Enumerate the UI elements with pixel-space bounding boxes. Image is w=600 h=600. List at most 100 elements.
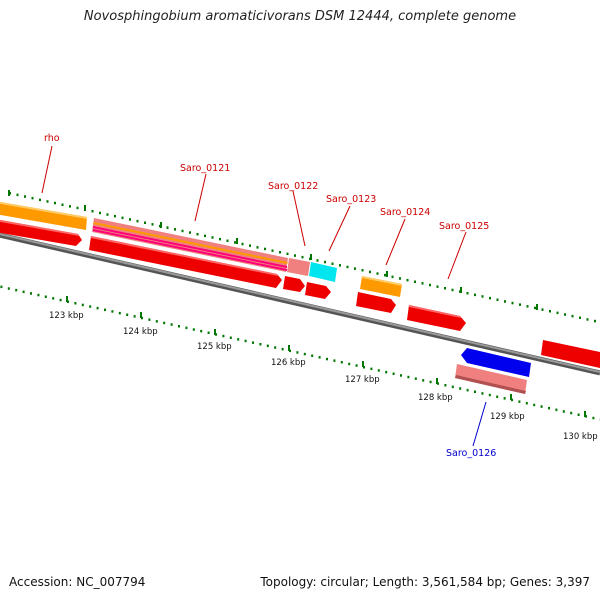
cds-saro-0124[interactable] bbox=[356, 292, 396, 313]
minor-tick bbox=[444, 384, 447, 387]
minor-tick bbox=[354, 267, 356, 270]
minor-tick bbox=[316, 259, 319, 262]
minor-tick bbox=[429, 283, 431, 287]
minor-tick bbox=[466, 292, 469, 295]
gene-label-saro-0122[interactable]: Saro_0122 bbox=[268, 181, 318, 192]
minor-tick bbox=[414, 280, 416, 283]
minor-tick bbox=[549, 310, 551, 313]
gene-label-saro-0123[interactable]: Saro_0123 bbox=[326, 194, 376, 205]
minor-tick bbox=[279, 251, 281, 254]
ruler-label-126: 126 kbp bbox=[271, 358, 306, 368]
minor-tick bbox=[185, 326, 188, 330]
minor-tick bbox=[518, 400, 521, 403]
minor-tick bbox=[67, 300, 69, 303]
gene-saro-0126-pseudo[interactable] bbox=[455, 364, 527, 394]
minor-tick bbox=[244, 339, 247, 343]
cds-next[interactable] bbox=[541, 340, 600, 368]
gene-saro-0123-cyan[interactable] bbox=[309, 262, 337, 282]
minor-tick bbox=[384, 273, 386, 277]
gene-saro-0122-pseudo[interactable] bbox=[287, 258, 310, 276]
minor-tick bbox=[414, 377, 417, 380]
gene-label-saro-0126[interactable]: Saro_0126 bbox=[446, 448, 496, 459]
minor-tick bbox=[407, 375, 410, 379]
minor-tick bbox=[376, 272, 379, 275]
minor-tick bbox=[148, 318, 151, 321]
minor-tick bbox=[52, 297, 55, 300]
minor-tick bbox=[31, 196, 34, 200]
minor-tick bbox=[166, 226, 169, 229]
cds-saro-0125[interactable] bbox=[407, 305, 466, 331]
gene-label-rho[interactable]: rho bbox=[44, 133, 60, 144]
minor-tick bbox=[570, 411, 573, 415]
minor-tick bbox=[106, 213, 109, 216]
minor-tick bbox=[303, 352, 306, 356]
minor-tick bbox=[585, 415, 587, 418]
cds-arrows-forward bbox=[0, 219, 600, 368]
minor-tick bbox=[309, 257, 311, 261]
cds-saro-0126-reverse[interactable] bbox=[461, 348, 531, 377]
minor-tick bbox=[174, 228, 176, 231]
minor-tick bbox=[459, 290, 461, 293]
gene-saro-0121-composite[interactable] bbox=[92, 218, 288, 272]
cds-saro-0121[interactable] bbox=[89, 236, 282, 288]
minor-tick bbox=[564, 313, 566, 316]
genome-stats-text: Topology: circular; Length: 3,561,584 bp… bbox=[260, 575, 590, 589]
minor-tick bbox=[503, 397, 506, 400]
minor-tick bbox=[481, 295, 484, 298]
cds-saro-0122[interactable] bbox=[283, 276, 305, 292]
minor-tick bbox=[534, 306, 536, 310]
minor-tick bbox=[30, 292, 32, 295]
minor-tick bbox=[519, 303, 521, 306]
minor-tick bbox=[81, 303, 84, 307]
minor-tick bbox=[289, 349, 291, 353]
minor-tick bbox=[61, 203, 64, 206]
ruler-labels: 123 kbp 124 kbp 125 kbp 126 kbp 127 kbp … bbox=[49, 311, 598, 442]
minor-tick bbox=[76, 206, 79, 210]
minor-tick bbox=[241, 242, 244, 246]
minor-tick bbox=[311, 354, 314, 357]
lower-tick-track bbox=[0, 285, 600, 421]
minor-tick bbox=[586, 318, 589, 321]
minor-tick bbox=[421, 282, 424, 285]
cds-highlight bbox=[0, 219, 461, 318]
ruler-label-129: 129 kbp bbox=[490, 412, 525, 422]
gene-label-saro-0124[interactable]: Saro_0124 bbox=[380, 207, 430, 218]
minor-tick bbox=[226, 239, 229, 242]
minor-tick bbox=[331, 262, 334, 265]
minor-tick bbox=[204, 234, 206, 238]
minor-tick bbox=[511, 398, 513, 402]
minor-tick bbox=[114, 214, 116, 218]
minor-tick bbox=[118, 311, 121, 315]
minor-tick bbox=[159, 224, 161, 228]
minor-tick bbox=[451, 385, 454, 389]
gene-rho-orange[interactable] bbox=[0, 201, 87, 230]
minor-tick bbox=[339, 264, 341, 267]
minor-tick bbox=[133, 315, 136, 318]
minor-tick bbox=[229, 336, 232, 339]
minor-tick bbox=[192, 328, 195, 331]
minor-tick bbox=[481, 392, 484, 395]
minor-tick bbox=[526, 305, 529, 308]
minor-tick bbox=[91, 210, 94, 213]
minor-tick bbox=[16, 193, 19, 197]
gene-labels: rho Saro_0121 Saro_0122 Saro_0123 Saro_0… bbox=[44, 133, 496, 459]
minor-tick bbox=[259, 343, 262, 346]
minor-tick bbox=[355, 364, 358, 367]
minor-tick bbox=[155, 320, 158, 323]
minor-tick bbox=[392, 372, 395, 375]
minor-tick bbox=[496, 395, 499, 398]
minor-tick bbox=[266, 344, 269, 348]
minor-tick bbox=[54, 201, 56, 205]
gene-saro-0124-orange[interactable] bbox=[360, 276, 402, 297]
gene-label-saro-0125[interactable]: Saro_0125 bbox=[439, 221, 489, 232]
minor-tick bbox=[540, 405, 543, 408]
ruler-label-128: 128 kbp bbox=[418, 393, 453, 403]
minor-tick bbox=[141, 316, 143, 320]
minor-tick bbox=[59, 298, 62, 302]
cds-rho[interactable] bbox=[0, 219, 82, 246]
gene-label-saro-0121[interactable]: Saro_0121 bbox=[180, 163, 230, 174]
cds-saro-0123[interactable] bbox=[305, 282, 331, 299]
minor-tick bbox=[271, 249, 274, 252]
minor-tick bbox=[170, 323, 173, 326]
minor-tick bbox=[89, 305, 92, 308]
